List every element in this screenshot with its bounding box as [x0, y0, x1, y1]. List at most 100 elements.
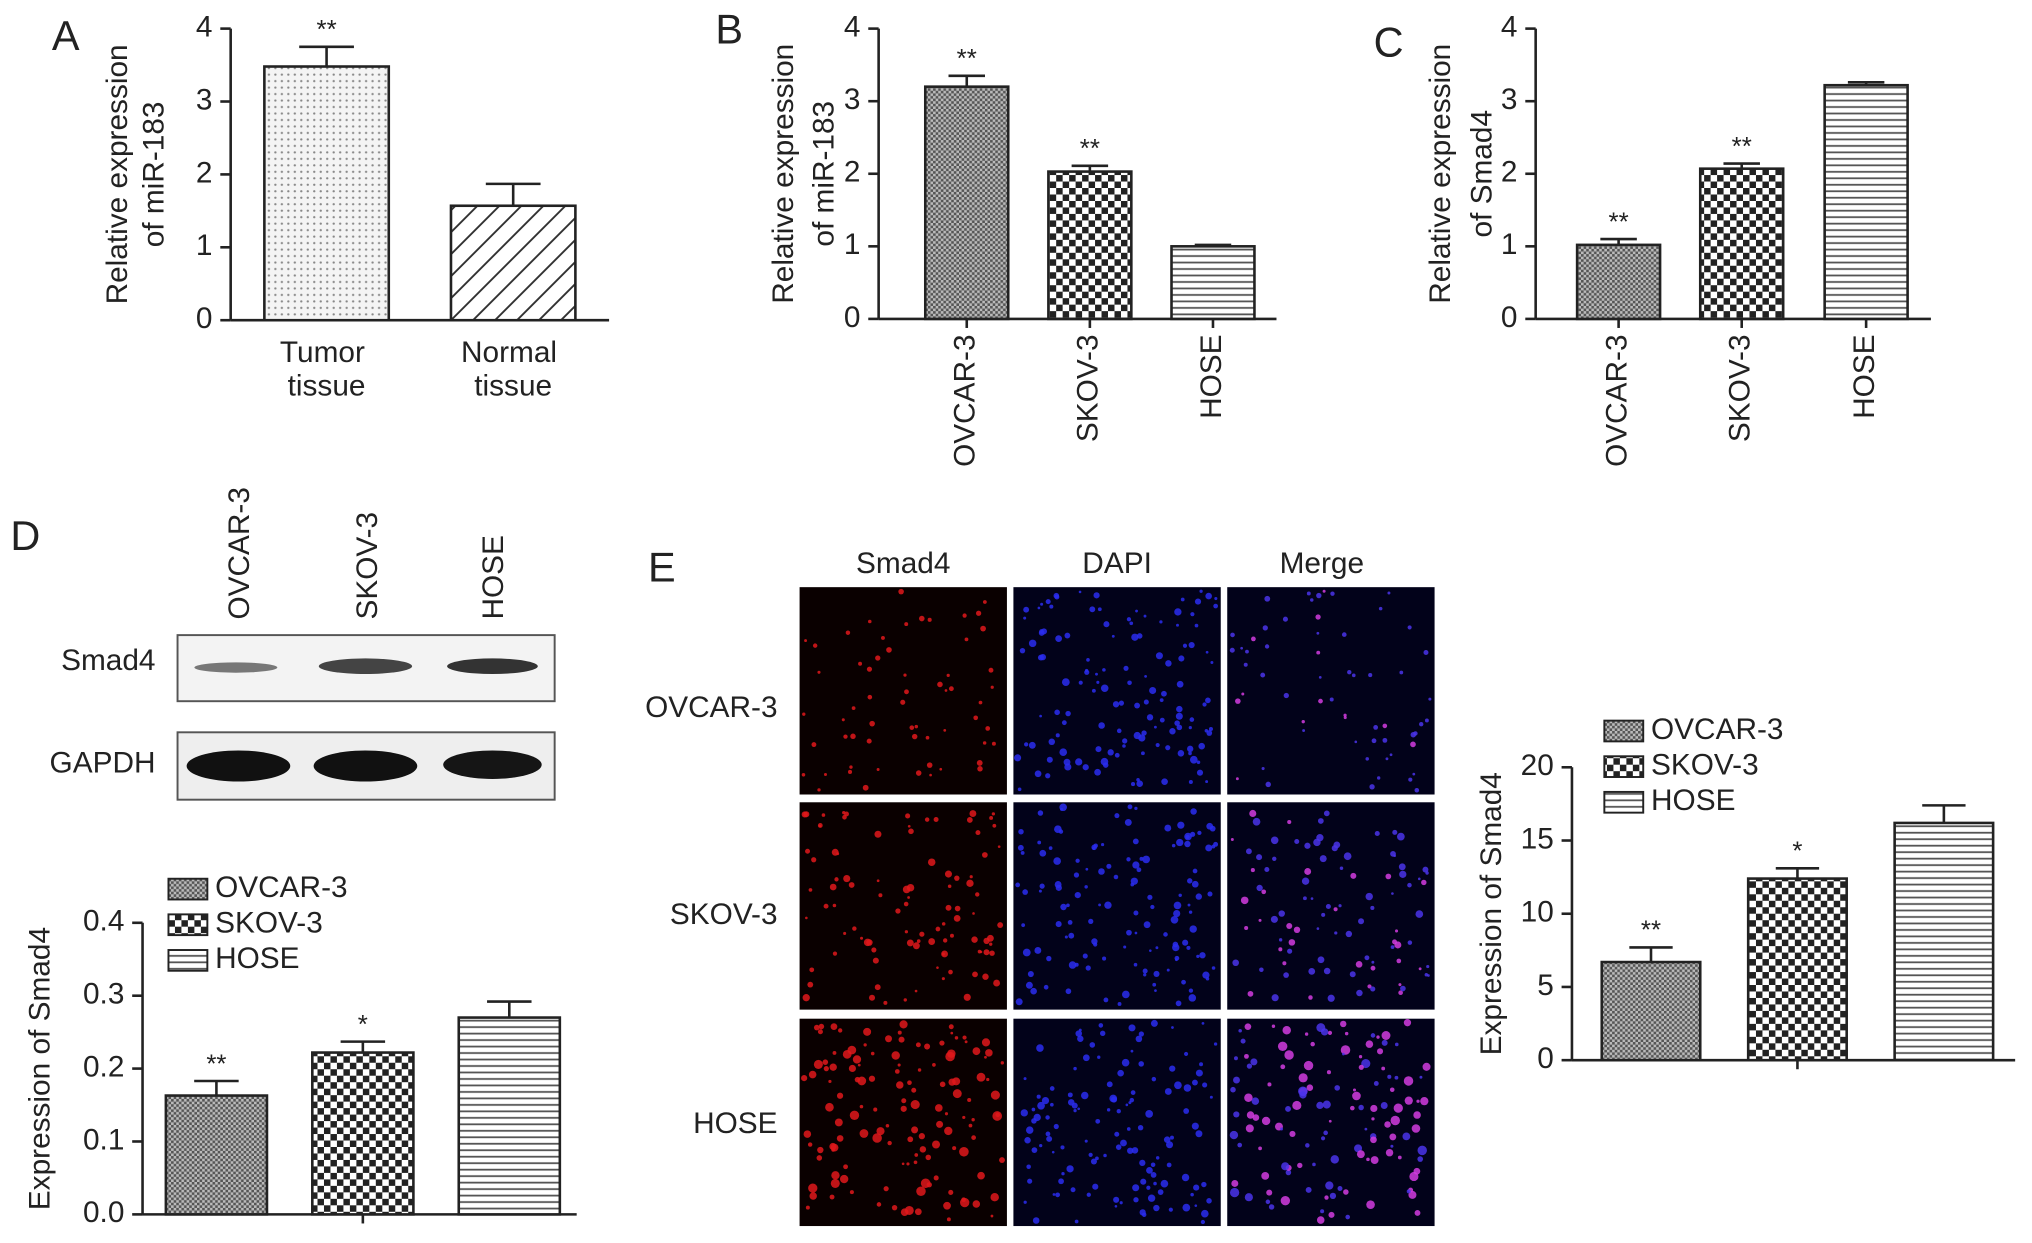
cell [1380, 1102, 1388, 1109]
cell [1177, 821, 1185, 829]
cell [1102, 668, 1106, 672]
cell [1381, 1039, 1388, 1046]
cell [1095, 672, 1098, 676]
cell [959, 1146, 969, 1157]
cell [972, 912, 975, 915]
cell [1201, 1209, 1209, 1218]
lane-label: OVCAR-3 [223, 487, 256, 619]
y-tick-label: 2 [196, 156, 213, 189]
cell [871, 947, 877, 953]
cell [1078, 680, 1083, 685]
cell [1268, 1204, 1275, 1210]
cell [1041, 1097, 1050, 1105]
cell [1046, 955, 1052, 962]
cell [1196, 769, 1204, 776]
cell [898, 588, 904, 595]
cell [969, 875, 973, 879]
cell [962, 1035, 967, 1040]
cell [891, 1204, 898, 1211]
cell [941, 977, 945, 981]
cell [1139, 856, 1144, 861]
image-row-label: HOSE [693, 1107, 777, 1140]
cell [808, 888, 813, 892]
cell [1031, 1147, 1038, 1154]
cell [1146, 1185, 1151, 1190]
cell [1371, 1117, 1375, 1121]
cell [1371, 738, 1377, 744]
cell [995, 1112, 1001, 1118]
cell [1205, 844, 1213, 852]
cell [817, 1029, 823, 1035]
cell [954, 875, 960, 881]
cell [1178, 893, 1182, 897]
cell [1055, 1192, 1060, 1198]
cell [817, 788, 821, 792]
cell [894, 1069, 900, 1074]
cell [1174, 608, 1182, 616]
cell [823, 1066, 829, 1072]
cell [1173, 901, 1182, 910]
cell [1174, 1081, 1182, 1090]
cell [1075, 1030, 1082, 1037]
cell [1082, 764, 1089, 771]
cell [1153, 970, 1160, 977]
cell [1418, 967, 1422, 971]
cell [1103, 997, 1109, 1003]
cell [1091, 688, 1096, 693]
cell [1176, 623, 1179, 627]
cell [1258, 918, 1262, 922]
cell [811, 742, 817, 748]
cell [1340, 1020, 1347, 1028]
cell [1285, 1105, 1291, 1112]
y-tick-label: 5 [1537, 969, 1554, 1002]
cell [1049, 604, 1054, 609]
cell [860, 936, 864, 940]
cell [1097, 607, 1102, 612]
cell [1114, 1204, 1118, 1208]
cell [993, 979, 1001, 987]
cell [1084, 1139, 1088, 1143]
cell [1166, 1141, 1174, 1149]
cell [878, 893, 883, 898]
cell [1055, 733, 1060, 738]
cell [1110, 1096, 1118, 1103]
cell [854, 1076, 861, 1083]
cell [1313, 838, 1321, 847]
cell [1045, 1115, 1050, 1120]
cell [1037, 654, 1044, 661]
cell [887, 1140, 892, 1146]
bar [457, 1016, 562, 1216]
cell [1174, 720, 1180, 726]
cell [1385, 873, 1392, 880]
cell [1211, 966, 1216, 970]
cell [1284, 1050, 1294, 1060]
cell [1249, 809, 1257, 817]
cell [1414, 1209, 1421, 1216]
cell [1153, 1181, 1157, 1186]
cell [866, 666, 873, 672]
cell [944, 689, 948, 692]
cell [1023, 606, 1030, 613]
cell [1406, 1189, 1411, 1194]
cell [1030, 987, 1037, 995]
cell [1318, 675, 1322, 679]
cell [985, 726, 991, 731]
cell [1427, 974, 1430, 977]
cell [1206, 1198, 1212, 1204]
cell [838, 1028, 843, 1033]
legend-swatch [1603, 790, 1645, 814]
cell [851, 706, 856, 711]
cell [1031, 1118, 1037, 1124]
cell [1334, 931, 1338, 935]
image-panel [1227, 587, 1435, 795]
image-row-label: SKOV-3 [670, 898, 778, 931]
cell [904, 689, 909, 695]
cell [911, 1087, 917, 1093]
cell [924, 1043, 931, 1050]
cell [1419, 721, 1424, 727]
cell [1404, 1096, 1413, 1105]
y-tick-label: 20 [1521, 749, 1554, 782]
cell [1131, 1147, 1139, 1154]
cell [1286, 922, 1293, 929]
cell [1038, 889, 1042, 893]
